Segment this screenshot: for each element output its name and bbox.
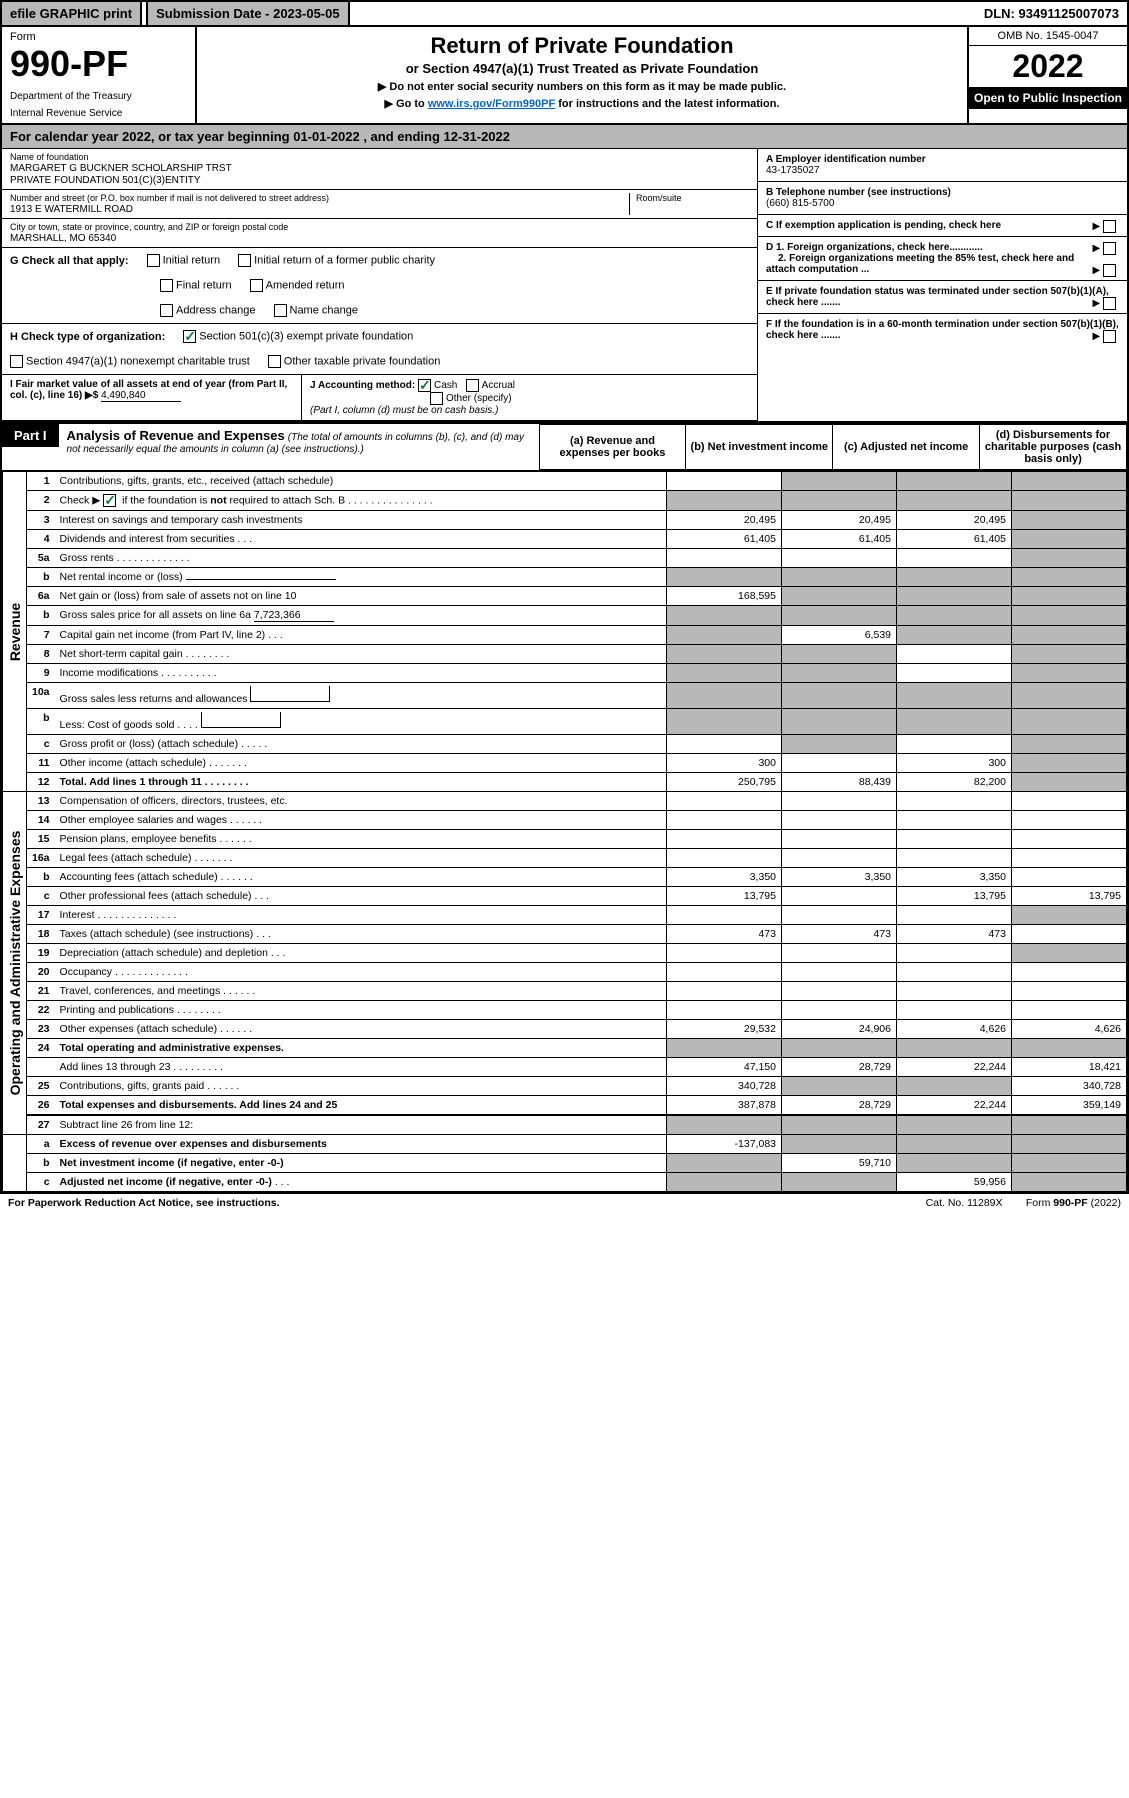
address-label: Number and street (or P.O. box number if… <box>10 193 629 203</box>
amended-return-checkbox[interactable] <box>250 279 263 292</box>
dln: DLN: 93491125007073 <box>976 2 1127 25</box>
form-label: Form <box>10 31 187 43</box>
tel-label: B Telephone number (see instructions) <box>766 187 1119 198</box>
col-b-header: (b) Net investment income <box>686 425 833 470</box>
entity-info: Name of foundation MARGARET G BUCKNER SC… <box>2 149 1127 422</box>
f-label: F If the foundation is in a 60-month ter… <box>766 319 1119 341</box>
expenses-label: Operating and Administrative Expenses <box>7 831 23 1096</box>
page-footer: For Paperwork Reduction Act Notice, see … <box>0 1194 1129 1212</box>
schb-checkbox[interactable] <box>103 494 116 507</box>
accrual-checkbox[interactable] <box>466 379 479 392</box>
d2-label: 2. Foreign organizations meeting the 85%… <box>766 253 1074 275</box>
name-label: Name of foundation <box>10 152 749 162</box>
name-change-checkbox[interactable] <box>274 304 287 317</box>
goto-link-line: ▶ Go to www.irs.gov/Form990PF for instru… <box>207 97 957 110</box>
ij-section: I Fair market value of all assets at end… <box>2 375 757 421</box>
c-checkbox[interactable] <box>1103 220 1116 233</box>
e-label: E If private foundation status was termi… <box>766 286 1109 308</box>
part1-title: Analysis of Revenue and Expenses <box>67 428 285 443</box>
street-address: 1913 E WATERMILL ROAD <box>10 204 629 215</box>
city-label: City or town, state or province, country… <box>10 222 749 232</box>
cash-checkbox[interactable] <box>418 379 431 392</box>
c-label: C If exemption application is pending, c… <box>766 220 1001 231</box>
d1-checkbox[interactable] <box>1103 242 1116 255</box>
ein-value: 43-1735027 <box>766 165 1119 176</box>
irs: Internal Revenue Service <box>10 108 187 119</box>
form-header: Form 990-PF Department of the Treasury I… <box>2 27 1127 125</box>
col-c-header: (c) Adjusted net income <box>833 425 980 470</box>
room-label: Room/suite <box>636 193 749 203</box>
d2-checkbox[interactable] <box>1103 264 1116 277</box>
part1-badge: Part I <box>2 424 59 447</box>
initial-public-checkbox[interactable] <box>238 254 251 267</box>
form-990pf: efile GRAPHIC print Submission Date - 20… <box>0 0 1129 1194</box>
col-d-header: (d) Disbursements for charitable purpose… <box>980 425 1127 470</box>
form-number: 990-PF <box>10 43 187 85</box>
telephone: (660) 815-5700 <box>766 198 1119 209</box>
tax-year: 2022 <box>969 46 1127 87</box>
f-checkbox[interactable] <box>1103 330 1116 343</box>
dept-treasury: Department of the Treasury <box>10 91 187 102</box>
final-return-checkbox[interactable] <box>160 279 173 292</box>
part1-header: Part I Analysis of Revenue and Expenses … <box>2 422 1127 471</box>
revenue-label: Revenue <box>7 602 23 660</box>
form-ref: Form 990-PF (2022) <box>1026 1197 1121 1209</box>
foundation-name-2: PRIVATE FOUNDATION 501(C)(3)ENTITY <box>10 175 749 186</box>
form-title: Return of Private Foundation <box>207 33 957 59</box>
address-change-checkbox[interactable] <box>160 304 173 317</box>
city-state-zip: MARSHALL, MO 65340 <box>10 233 749 244</box>
foundation-name-1: MARGARET G BUCKNER SCHOLARSHIP TRST <box>10 163 749 174</box>
h-section: H Check type of organization: Section 50… <box>2 324 757 375</box>
e-checkbox[interactable] <box>1103 297 1116 310</box>
submission-date: Submission Date - 2023-05-05 <box>146 2 350 25</box>
other-taxable-checkbox[interactable] <box>268 355 281 368</box>
other-method-checkbox[interactable] <box>430 392 443 405</box>
4947-checkbox[interactable] <box>10 355 23 368</box>
part1-table: Revenue 1Contributions, gifts, grants, e… <box>2 471 1127 1192</box>
g-section: G Check all that apply: Initial return I… <box>2 248 757 324</box>
gross-sales-6a: 7,723,366 <box>254 609 334 622</box>
col-a-header: (a) Revenue and expenses per books <box>539 425 686 470</box>
initial-return-checkbox[interactable] <box>147 254 160 267</box>
topbar: efile GRAPHIC print Submission Date - 20… <box>2 2 1127 27</box>
form-subtitle: or Section 4947(a)(1) Trust Treated as P… <box>207 61 957 76</box>
cat-no: Cat. No. 11289X <box>926 1197 1003 1209</box>
efile-print[interactable]: efile GRAPHIC print <box>2 2 142 25</box>
d1-label: D 1. Foreign organizations, check here..… <box>766 242 983 253</box>
501c3-checkbox[interactable] <box>183 330 196 343</box>
ssn-warning: ▶ Do not enter social security numbers o… <box>207 80 957 93</box>
paperwork-notice: For Paperwork Reduction Act Notice, see … <box>8 1197 280 1209</box>
fmv-value: 4,490,840 <box>101 390 181 402</box>
open-inspection: Open to Public Inspection <box>969 87 1127 109</box>
calendar-year: For calendar year 2022, or tax year begi… <box>2 125 1127 149</box>
form990pf-link[interactable]: www.irs.gov/Form990PF <box>428 98 555 110</box>
omb-number: OMB No. 1545-0047 <box>969 27 1127 46</box>
cash-basis-note: (Part I, column (d) must be on cash basi… <box>310 405 498 416</box>
ein-label: A Employer identification number <box>766 154 1119 165</box>
